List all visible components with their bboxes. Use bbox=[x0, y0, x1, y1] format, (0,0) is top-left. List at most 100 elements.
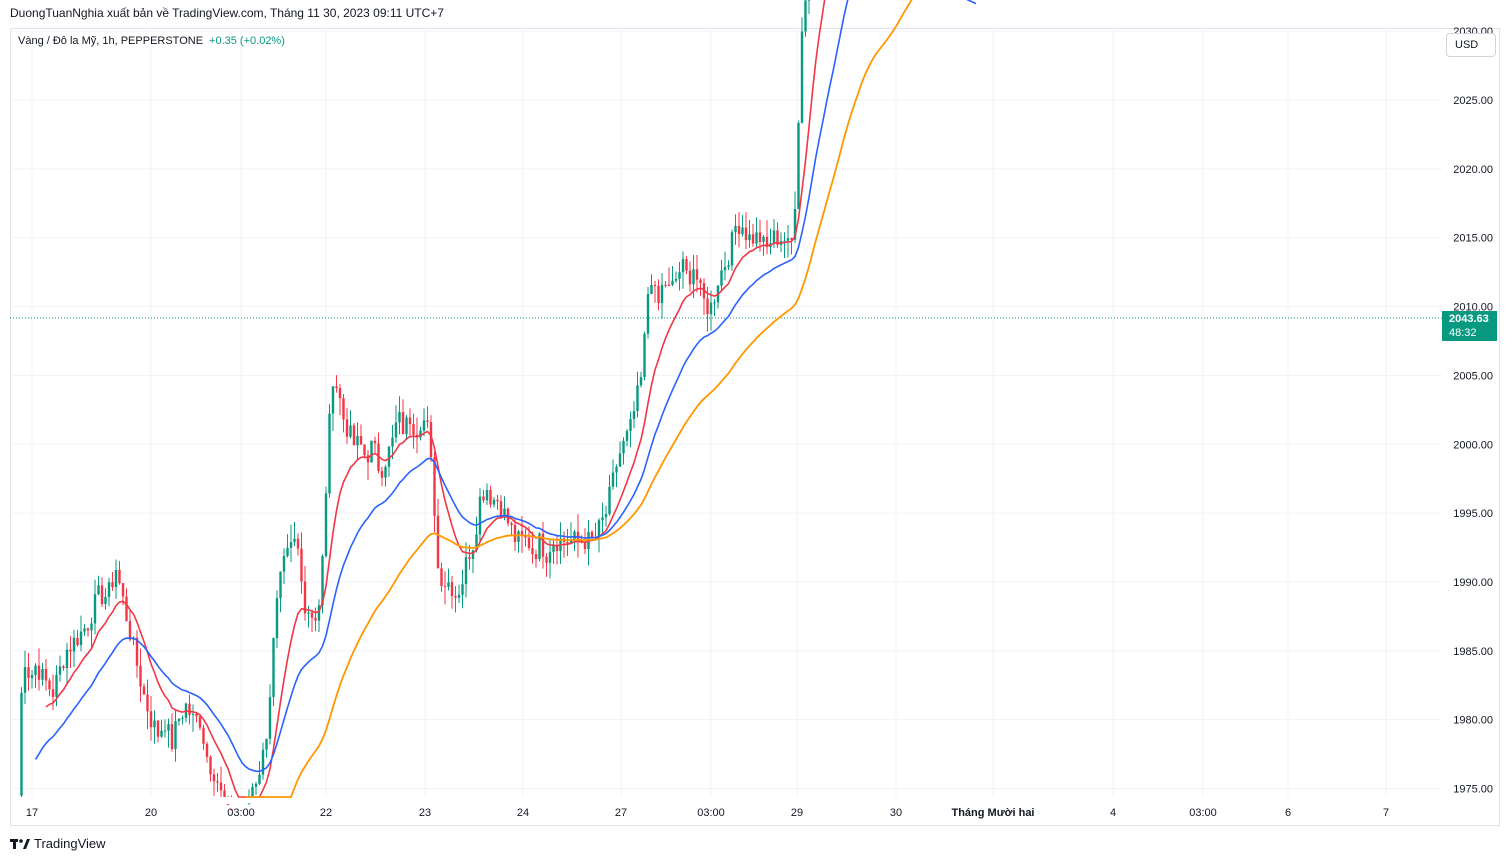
candle-body bbox=[153, 720, 156, 728]
candle-body bbox=[699, 279, 702, 284]
symbol-label[interactable]: Vàng / Đô la Mỹ, 1h, PEPPERSTONE bbox=[18, 35, 204, 47]
candle-body bbox=[62, 666, 65, 669]
candle-body bbox=[76, 637, 79, 646]
candle-body bbox=[20, 692, 23, 796]
candle-body bbox=[310, 612, 314, 618]
time-tick-label: 29 bbox=[791, 807, 803, 819]
candle-body bbox=[401, 412, 405, 435]
price-change: +0.35 (+0.02%) bbox=[209, 35, 285, 47]
candle-body bbox=[279, 571, 282, 599]
candle-body bbox=[447, 582, 450, 587]
candle-body bbox=[454, 596, 457, 598]
candle-body bbox=[223, 790, 226, 797]
candle-body bbox=[510, 523, 513, 526]
candle-body bbox=[104, 596, 107, 605]
candle-body bbox=[41, 669, 44, 680]
candle-body bbox=[475, 534, 478, 551]
candle-body bbox=[286, 547, 289, 557]
candle-body bbox=[34, 665, 37, 676]
candle-body bbox=[457, 594, 461, 598]
candle-body bbox=[653, 284, 657, 286]
candle-body bbox=[216, 781, 219, 783]
price-tick-label: 2000.00 bbox=[1453, 439, 1493, 451]
candle-body bbox=[433, 457, 436, 516]
candle-body bbox=[464, 557, 468, 585]
time-tick-label: 6 bbox=[1285, 807, 1291, 819]
candle-body bbox=[471, 550, 475, 559]
candle-body bbox=[681, 259, 685, 273]
candle-body bbox=[597, 520, 601, 538]
candle-body bbox=[737, 225, 741, 235]
candle-body bbox=[48, 680, 51, 690]
candle-body bbox=[503, 508, 506, 518]
ema-mid-line[interactable] bbox=[34, 0, 946, 773]
time-tick-label: 03:00 bbox=[1189, 807, 1217, 819]
candle-body bbox=[296, 538, 300, 549]
candle-body bbox=[566, 541, 569, 544]
candle-body bbox=[317, 605, 321, 621]
candle-body bbox=[450, 582, 454, 597]
ema-slow-line[interactable] bbox=[245, 0, 946, 798]
candle-body bbox=[230, 809, 233, 811]
candle-body bbox=[121, 583, 125, 597]
candle-body bbox=[135, 637, 139, 666]
candle-body bbox=[72, 637, 76, 652]
time-tick-label: 30 bbox=[890, 807, 902, 819]
candle-body bbox=[359, 436, 363, 445]
candle-body bbox=[268, 697, 272, 739]
candle-body bbox=[636, 385, 639, 412]
candle-body bbox=[695, 269, 699, 280]
candle-body bbox=[720, 270, 723, 286]
candle-body bbox=[394, 422, 398, 438]
bar-countdown: 48:32 bbox=[1449, 327, 1477, 339]
candle-body bbox=[398, 412, 401, 423]
candle-body bbox=[181, 717, 184, 719]
candle-body bbox=[615, 466, 618, 473]
candle-body bbox=[198, 716, 202, 728]
candle-body bbox=[713, 302, 716, 304]
channel-lower-line[interactable] bbox=[796, 0, 977, 5]
candle-body bbox=[321, 556, 324, 606]
price-tick-label: 2005.00 bbox=[1453, 370, 1493, 382]
candle-body bbox=[107, 582, 111, 597]
price-tick-label: 2025.00 bbox=[1453, 95, 1493, 107]
candle-body bbox=[622, 440, 625, 454]
time-tick-label: 24 bbox=[517, 807, 529, 819]
candle-body bbox=[482, 496, 485, 501]
candle-body bbox=[440, 568, 443, 587]
candle-body bbox=[709, 302, 713, 315]
candle-body bbox=[142, 686, 146, 695]
price-tick-label: 1995.00 bbox=[1453, 508, 1493, 520]
candle-body bbox=[23, 667, 27, 693]
candle-body bbox=[783, 240, 786, 242]
candle-body bbox=[688, 270, 692, 285]
candle-body bbox=[730, 232, 734, 266]
candle-body bbox=[282, 556, 286, 572]
candle-body bbox=[520, 531, 524, 536]
candle-body bbox=[111, 582, 114, 588]
candle-body bbox=[499, 501, 503, 518]
candle-body bbox=[27, 667, 30, 679]
candle-body bbox=[496, 499, 499, 502]
tradingview-logo-icon[interactable] bbox=[10, 838, 30, 850]
candle-body bbox=[492, 499, 496, 505]
candle-body bbox=[552, 544, 555, 553]
candle-body bbox=[226, 804, 230, 806]
candle-body bbox=[734, 225, 737, 233]
candle-body bbox=[195, 713, 198, 717]
time-tick-label: 27 bbox=[615, 807, 627, 819]
candle-body bbox=[426, 420, 429, 423]
candle-body bbox=[258, 774, 261, 784]
candle-body bbox=[128, 621, 132, 640]
candle-body bbox=[608, 486, 611, 515]
candle-body bbox=[755, 232, 758, 244]
ema-fast-line[interactable] bbox=[45, 0, 946, 798]
candle-body bbox=[797, 122, 800, 209]
candle-body bbox=[762, 236, 765, 242]
currency-button[interactable]: USD bbox=[1446, 33, 1496, 57]
candle-body bbox=[30, 675, 34, 679]
candle-body bbox=[79, 631, 83, 646]
candle-body bbox=[611, 472, 615, 487]
candle-body bbox=[139, 665, 142, 687]
